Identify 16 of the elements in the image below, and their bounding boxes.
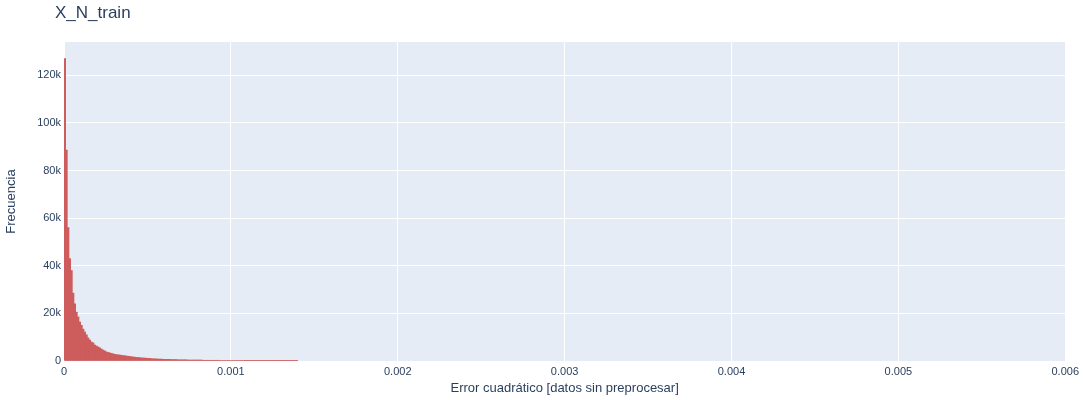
x-axis-title: Error cuadrático [datos sin preprocesar] [450,379,679,395]
y-axis-title: Frecuencia [3,168,19,234]
x-tick-label: 0.005 [884,364,913,377]
y-tick-label: 100k [37,115,62,128]
y-tick-label: 60k [43,211,62,224]
y-tick-label: 0 [54,354,61,367]
x-tick-label: 0.002 [383,364,412,377]
y-tick-label: 80k [43,163,62,176]
x-tick-label: 0.003 [550,364,579,377]
y-tick-label: 120k [37,68,62,81]
x-tick-label: 0.001 [217,364,245,377]
x-tick-label: 0.004 [717,364,746,377]
chart-title: X_N_train [55,3,131,22]
y-tick-label: 40k [43,258,62,271]
x-tick-label: 0.006 [1051,364,1079,377]
y-tick-label: 20k [43,306,62,319]
